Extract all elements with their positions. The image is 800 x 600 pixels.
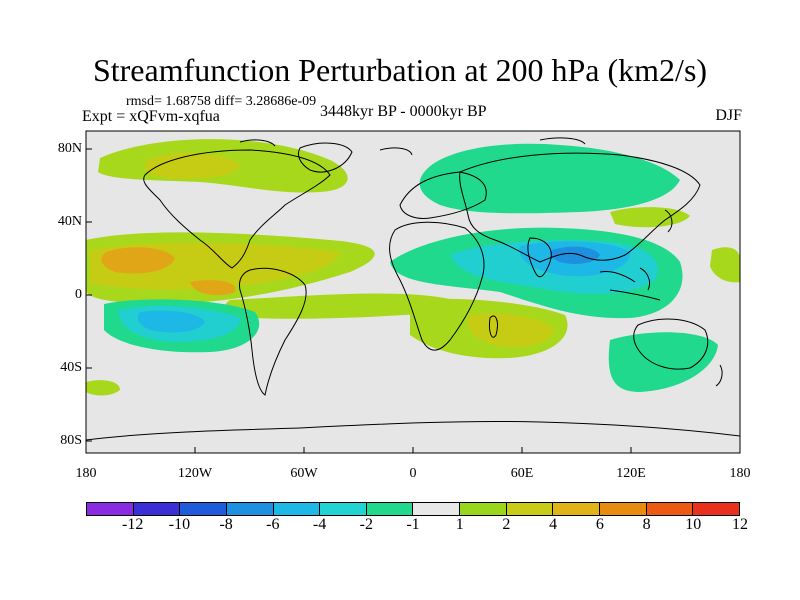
contour-positive-east-pacific: [190, 280, 236, 296]
colorbar-label: -4: [312, 516, 327, 533]
contour-positive-south-pacific-west: [86, 380, 120, 396]
colorbar-label: -1: [406, 516, 420, 533]
colorbar-box: [366, 503, 414, 515]
colorbar-box: [180, 503, 227, 515]
colorbar-label: 4: [549, 516, 558, 533]
lat-label-0: 0: [75, 287, 82, 302]
contour-negative-south-pacific-core: [137, 310, 205, 333]
contour-positive-north-atlantic: [145, 153, 240, 179]
colorbar-box: [87, 503, 134, 515]
lon-label-60w: 60W: [290, 466, 318, 481]
coast-arctic-islands: [239, 137, 586, 156]
stats-text: rmsd= 1.68758 diff= 3.28686e-09: [126, 94, 317, 109]
coast-new-zealand: [715, 364, 723, 387]
colorbar-label: -8: [219, 516, 233, 533]
colorbar-label: -2: [359, 516, 373, 533]
lon-label-180w: 180: [75, 466, 97, 481]
coast-south-america: [239, 267, 307, 396]
coast-asia: [459, 152, 701, 263]
colorbar-box: [133, 503, 181, 515]
lon-label-120w: 120W: [177, 466, 213, 481]
coast-madagascar: [489, 315, 498, 338]
contour-positive-east-edge: [710, 247, 740, 283]
colorbar-box: [600, 503, 647, 515]
lon-label-120e: 120E: [616, 466, 646, 481]
colorbar-box: [226, 503, 274, 515]
ticks: [86, 148, 632, 453]
contour-positive-tropical-pacific-core: [101, 247, 175, 274]
contour-negative-eurasia: [419, 143, 680, 214]
lat-label-80n: 80N: [57, 141, 82, 156]
colorbar-label: 1: [455, 516, 464, 533]
contour-positive-north-pacific-west: [610, 207, 690, 228]
coast-antarctica: [86, 420, 740, 441]
period-label: 3448kyr BP - 0000kyr BP: [320, 103, 487, 120]
contour-negative-australia: [608, 332, 718, 392]
colorbar-label: 12: [732, 516, 748, 533]
coast-maritime: [599, 267, 661, 301]
colorbar-box: [553, 503, 601, 515]
contour-positive-south-atlantic: [225, 293, 459, 319]
colorbar-label: -12: [122, 516, 144, 533]
coast-europe: [399, 171, 487, 219]
experiment-label: Expt = xQFvm-xqfua: [82, 108, 220, 125]
colorbar-label: 2: [502, 516, 511, 533]
colorbar-box: [693, 503, 739, 515]
coast-greenland: [297, 142, 353, 173]
contour-negative-asia-center: [550, 246, 600, 264]
colorbar-box: [646, 503, 694, 515]
lon-label-60e: 60E: [510, 466, 534, 481]
colorbar-box: [460, 503, 507, 515]
coast-india: [527, 237, 552, 278]
lat-label-80s: 80S: [60, 433, 82, 448]
colorbar-box: [320, 503, 367, 515]
colorbar-box: [506, 503, 554, 515]
colorbar-label: 8: [642, 516, 651, 533]
colorbar: [86, 502, 740, 516]
coast-africa: [389, 221, 485, 351]
coastlines: [86, 137, 740, 441]
colorbar-box: [413, 503, 461, 515]
coast-japan: [664, 209, 673, 233]
colorbar-box: [273, 503, 321, 515]
lat-label-40s: 40S: [60, 360, 82, 375]
season-label: DJF: [715, 107, 742, 124]
colorbar-label: -6: [266, 516, 280, 533]
coast-australia: [633, 318, 709, 370]
colorbar-label: -10: [168, 516, 191, 533]
map-title: Streamfunction Perturbation at 200 hPa (…: [92, 52, 708, 88]
coast-north-america: [143, 149, 331, 269]
lon-label-0: 0: [409, 466, 417, 481]
colorbar-label: 10: [685, 516, 702, 533]
lat-label-40n: 40N: [57, 214, 82, 229]
lon-label-180e: 180: [729, 466, 751, 481]
colorbar-label: 6: [595, 516, 604, 533]
